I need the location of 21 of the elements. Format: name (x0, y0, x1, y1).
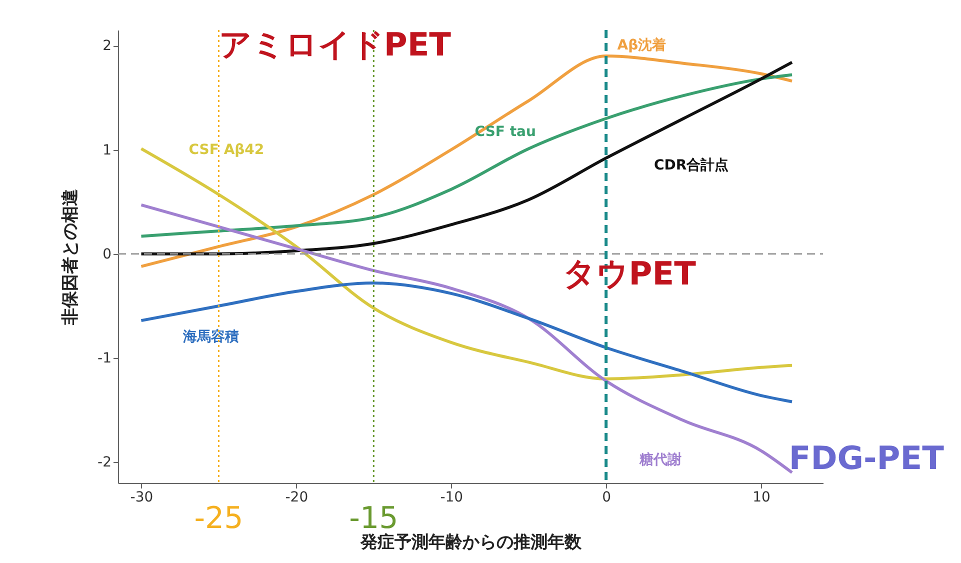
x-tick-label: 10 (752, 490, 770, 506)
series-label: 海馬容積 (182, 328, 239, 346)
series-label: CSF Aβ42 (188, 142, 264, 158)
y-tick-label: -1 (98, 350, 112, 367)
x-tick-label: -30 (130, 490, 154, 506)
series-label: Aβ沈着 (617, 36, 666, 54)
y-tick-label: -2 (98, 454, 112, 471)
annotation: アミロイドPET (218, 26, 452, 64)
x-tick-label: -10 (440, 490, 464, 506)
annotation: FDG-PET (788, 439, 944, 478)
text: 糖代謝 (638, 451, 682, 468)
line-series (140, 73, 794, 238)
y-tick-label: 2 (102, 38, 112, 54)
ref-line-label: -25 (194, 501, 244, 536)
series-label: CDR合計点 (654, 157, 729, 174)
y-tick-label: 0 (102, 246, 112, 262)
x-tick-label: 0 (602, 490, 612, 506)
y-tick-label: 1 (102, 142, 112, 158)
annotation: タウPET (562, 254, 696, 293)
y-axis-title: 非保因者との相違 (60, 189, 81, 326)
x-tick-label: -20 (285, 490, 308, 506)
